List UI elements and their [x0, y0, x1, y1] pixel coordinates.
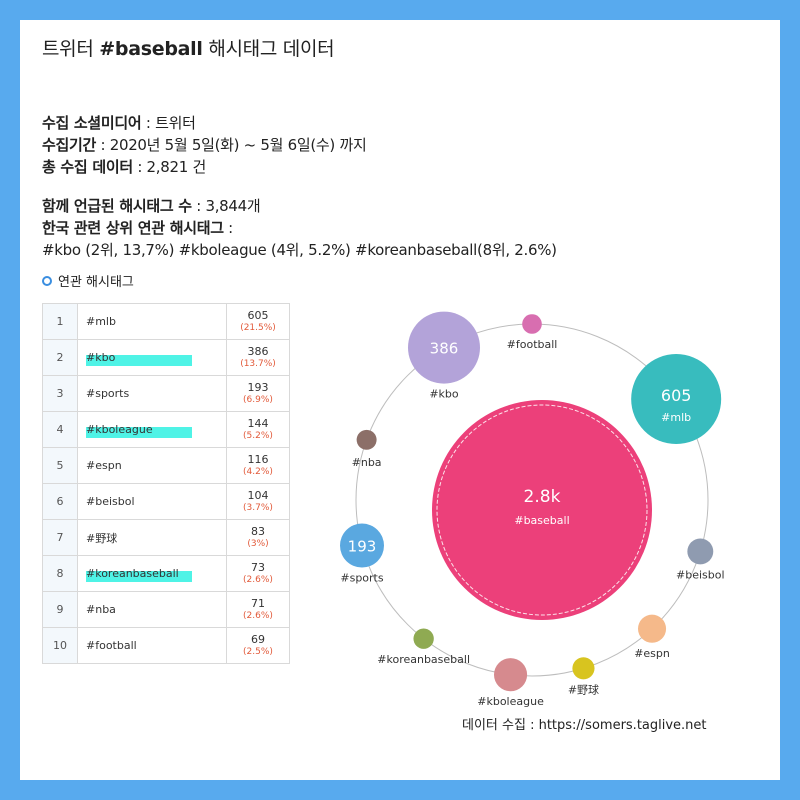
- bubble-value-label: 193: [348, 538, 377, 556]
- collection-info: 수집 소셜미디어 : 트위터 수집기간 : 2020년 5월 5일(화) ~ 5…: [42, 112, 367, 178]
- center-bubble-label: #baseball: [514, 514, 569, 527]
- rank-cell: 6: [42, 483, 78, 520]
- info-source: 수집 소셜미디어 : 트위터: [42, 114, 196, 132]
- table-row: 4 #kboleague 144 (5.2%): [42, 411, 290, 448]
- bubble-value-label: 386: [430, 340, 459, 358]
- bubble-label: #espn: [634, 647, 670, 660]
- hashtag-cell: #football: [77, 627, 227, 664]
- count-cell: 104 (3.7%): [226, 483, 290, 520]
- table-row: 7 #野球 83 (3%): [42, 519, 290, 556]
- bubble-label: #mlb: [661, 411, 691, 424]
- rank-cell: 4: [42, 411, 78, 448]
- info-total: 총 수집 데이터 : 2,821 건: [42, 158, 206, 176]
- hashtag-table: 1 #mlb 605 (21.5%) 2 #kbo 386 (13.7%) 3 #sports 19…: [42, 303, 290, 664]
- section-header: 연관 해시태그: [42, 271, 134, 290]
- bubble-4: [572, 657, 595, 680]
- percent-label: (5.2%): [243, 430, 273, 441]
- bubble-5: [493, 658, 528, 692]
- info-hashtag-count: 함께 언급된 해시태그 수 : 3,844개: [42, 197, 261, 215]
- count-cell: 605 (21.5%): [226, 303, 290, 340]
- bubble-label: #kbo: [429, 388, 459, 401]
- rank-cell: 5: [42, 447, 78, 484]
- hashtag-cell: #nba: [77, 591, 227, 628]
- table-row: 6 #beisbol 104 (3.7%): [42, 483, 290, 520]
- count-cell: 144 (5.2%): [226, 411, 290, 448]
- bubble-value-label: 605: [661, 386, 692, 405]
- count-cell: 71 (2.6%): [226, 591, 290, 628]
- hashtag-cell: #野球: [77, 519, 227, 556]
- bubble-7: [339, 523, 384, 568]
- count-cell: 386 (13.7%): [226, 339, 290, 376]
- rank-cell: 9: [42, 591, 78, 628]
- bubble-label: #koreanbaseball: [377, 653, 470, 666]
- count-cell: 193 (6.9%): [226, 375, 290, 412]
- rank-cell: 1: [42, 303, 78, 340]
- rank-cell: 10: [42, 627, 78, 664]
- page-title: 트위터 #baseball 해시태그 데이터: [42, 38, 335, 60]
- highlight-mark: #kboleague: [86, 423, 192, 438]
- hashtag-info: 함께 언급된 해시태그 수 : 3,844개 한국 관련 상위 연관 해시태그 …: [42, 195, 557, 261]
- bubble-6: [413, 628, 434, 649]
- rank-cell: 3: [42, 375, 78, 412]
- info-korea-tags: #kbo (2위, 13,7%) #kboleague (4위, 5.2%) #…: [42, 241, 557, 259]
- bubble-3: [637, 614, 667, 643]
- table-row: 1 #mlb 605 (21.5%): [42, 303, 290, 340]
- bubble-1: [631, 354, 722, 445]
- table-row: 2 #kbo 386 (13.7%): [42, 339, 290, 376]
- hashtag-cell: #espn: [77, 447, 227, 484]
- info-korea-tags-label: 한국 관련 상위 연관 해시태그 :: [42, 219, 233, 237]
- circle-icon: [42, 275, 52, 286]
- percent-label: (6.9%): [243, 394, 273, 405]
- percent-label: (2.6%): [243, 574, 273, 585]
- info-period: 수집기간 : 2020년 5월 5일(화) ~ 5월 6일(수) 까지: [42, 136, 367, 154]
- table-row: 10 #football 69 (2.5%): [42, 627, 290, 664]
- rank-cell: 8: [42, 555, 78, 592]
- rank-cell: 2: [42, 339, 78, 376]
- hashtag-cell: #kbo: [77, 339, 227, 376]
- data-credit: 데이터 수집 : https://somers.taglive.net: [462, 718, 707, 733]
- center-dashed-ring: [436, 404, 648, 616]
- count-cell: 73 (2.6%): [226, 555, 290, 592]
- table-row: 9 #nba 71 (2.6%): [42, 591, 290, 628]
- bubble-2: [687, 538, 714, 565]
- bubble-label: #football: [507, 338, 558, 351]
- hashtag-cell: #sports: [77, 375, 227, 412]
- bubble-8: [356, 429, 377, 450]
- percent-label: (2.6%): [243, 610, 273, 621]
- table-row: 5 #espn 116 (4.2%): [42, 447, 290, 484]
- percent-label: (3%): [247, 538, 269, 549]
- bubble-chart: 2.8k #baseball #football 605 #mlb #beisbol #es…: [339, 311, 725, 708]
- hashtag-cell: #mlb: [77, 303, 227, 340]
- title-hashtag: #baseball: [99, 38, 203, 60]
- highlight-mark: #kbo: [86, 351, 194, 366]
- bubble-label: #nba: [352, 456, 382, 469]
- table-row: 3 #sports 193 (6.9%): [42, 375, 290, 412]
- center-value-label: 2.8k: [524, 487, 561, 507]
- bubble-0: [522, 314, 542, 334]
- count-cell: 83 (3%): [226, 519, 290, 556]
- percent-label: (2.5%): [243, 646, 273, 657]
- hashtag-cell: #kboleague: [77, 411, 227, 448]
- section-title: 연관 해시태그: [58, 275, 134, 290]
- bubble-label: #beisbol: [676, 568, 725, 581]
- hashtag-cell: #koreanbaseball: [77, 555, 227, 592]
- percent-label: (13.7%): [240, 358, 276, 369]
- bubble-label: #野球: [568, 682, 599, 696]
- highlight-mark: #koreanbaseball: [86, 567, 192, 582]
- percent-label: (4.2%): [243, 466, 273, 477]
- bubble-9: [408, 311, 480, 384]
- count-cell: 69 (2.5%): [226, 627, 290, 664]
- center-bubble: [432, 400, 652, 620]
- percent-label: (21.5%): [240, 322, 276, 333]
- table-row: 8 #koreanbaseball 73 (2.6%): [42, 555, 290, 592]
- count-cell: 116 (4.2%): [226, 447, 290, 484]
- percent-label: (3.7%): [243, 502, 273, 513]
- hashtag-cell: #beisbol: [77, 483, 227, 520]
- bubble-label: #kboleague: [477, 695, 544, 708]
- bubble-label: #sports: [340, 572, 383, 585]
- rank-cell: 7: [42, 519, 78, 556]
